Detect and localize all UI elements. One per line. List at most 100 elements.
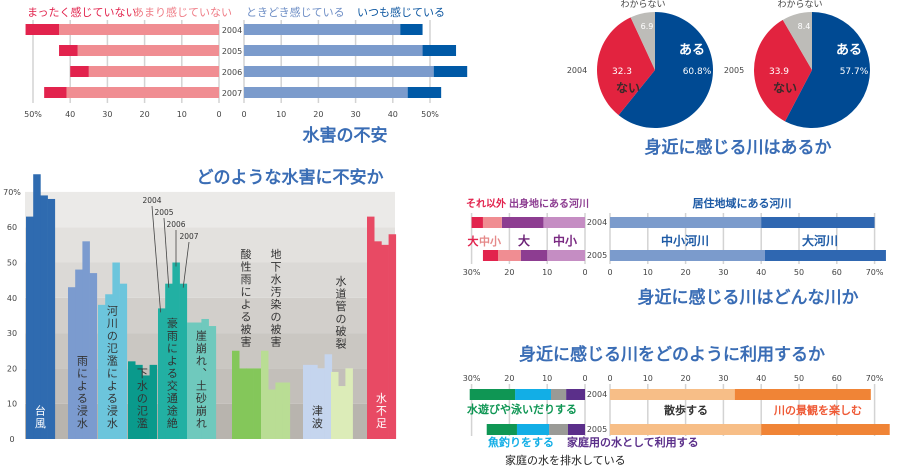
bar (303, 364, 311, 439)
segment-label: 中小 (479, 234, 501, 248)
slice-name: ない (773, 81, 797, 95)
bar (388, 234, 397, 439)
year-label: 2004 (587, 390, 607, 399)
y-tick-label: 0 (9, 435, 14, 444)
slice-value: 57.7% (840, 67, 869, 77)
x-tick-label: 0 (607, 268, 612, 277)
bar (149, 364, 158, 439)
bar-not-at-all (44, 87, 67, 98)
group-label-other: それ以外 (466, 197, 506, 210)
group-label-residential: 居住地域にある河川 (693, 196, 792, 210)
category-label: 下水の氾濫 (137, 367, 148, 430)
x-tick-label: 20 (504, 374, 514, 383)
x-tick-label: 40 (756, 268, 766, 277)
x-tick-label: 10 (276, 110, 286, 119)
nearby-river-title: 身近に感じる川はあるか (645, 137, 832, 158)
bar-segment (486, 424, 517, 435)
bar (345, 368, 353, 439)
bar (374, 241, 382, 439)
year-annotation: 2005 (154, 208, 173, 217)
bar (75, 269, 83, 439)
pie-2005: ある 57.7% 33.9 ない 8.4 わからない 2005 (724, 0, 870, 128)
bar-not-at-all (59, 45, 78, 56)
pie-slice (597, 17, 655, 116)
bar-group-5 (187, 318, 217, 439)
year-annotation: 2004 (142, 196, 161, 205)
y-tick-label: 50 (7, 259, 17, 268)
category-label-text: 水不足 (376, 392, 387, 430)
legend-not-much: あまり感じていない (133, 6, 232, 19)
bar-segment (516, 424, 550, 435)
bar-segment (549, 424, 568, 435)
series-label: 水遊びや泳いだりする (467, 402, 577, 416)
x-tick-label: 30 (102, 110, 112, 119)
x-tick-label: 20 (681, 374, 691, 383)
annotation-leader (182, 241, 190, 288)
legend-always: いつも感じている (357, 6, 445, 19)
flood-types-title: どのような水害に不安か (197, 167, 384, 188)
bar (47, 198, 56, 439)
bar (338, 386, 346, 439)
group-label-hometown: 出身地にある河川 (509, 197, 589, 210)
x-tick-label: 10 (542, 268, 552, 277)
bar-group-2 (98, 262, 128, 439)
x-tick-label: 70% (866, 268, 884, 277)
bar (194, 322, 202, 439)
segment-label: 大 (518, 233, 530, 248)
category-label-text: 台風 (35, 404, 46, 431)
bar (98, 304, 106, 439)
bar-segment (482, 217, 502, 228)
year-label: 2005 (587, 425, 607, 434)
slice-name: ある (679, 43, 705, 58)
x-tick-label: 60 (832, 268, 842, 277)
x-tick-label: 20 (681, 268, 691, 277)
bar (128, 361, 136, 439)
bar (112, 262, 120, 439)
category-label: 水道管の破裂 (336, 275, 347, 351)
year-label: 2007 (222, 89, 242, 98)
bar-segment (515, 389, 551, 400)
nearby-river-pie-charts: ある 60.8% 32.3 ない 6.9 わからない 2004 ある 57.7% 33.9 ない 8.… (567, 0, 870, 158)
legend-sometimes: ときどき感じている (246, 6, 345, 19)
bar (89, 273, 98, 439)
bar (82, 241, 90, 439)
category-label: 河川の氾濫による浸水 (107, 305, 118, 431)
year-label: 2005 (222, 47, 242, 56)
category-label: 水不足 (376, 392, 387, 430)
bar-segment (761, 424, 890, 435)
x-tick-label: 20 (313, 110, 323, 119)
pie-slice (630, 12, 655, 70)
bar (165, 283, 173, 439)
bar-not-at-all (70, 66, 89, 77)
flood-anxiety-chart: まったく感じていない あまり感じていない ときどき感じている いつも感じている … (24, 6, 468, 146)
flood-anxiety-title: 水害の不安 (303, 125, 388, 146)
pie-slice (782, 12, 812, 70)
bar (158, 308, 166, 439)
bar-segment (482, 250, 499, 261)
category-label: 台風 (35, 404, 46, 431)
bar-group-6 (232, 350, 262, 439)
bar (381, 244, 389, 439)
category-label: 崖崩れ︑土砂崩れ (196, 330, 207, 431)
y-tick-label: 30 (7, 329, 17, 338)
x-tick-label: 50% (24, 110, 42, 119)
bar (201, 318, 209, 439)
bar (331, 371, 339, 439)
bar-group-4 (158, 262, 188, 439)
bar-not-much (77, 45, 219, 56)
legend-not-at-all: まったく感じていない (27, 6, 137, 19)
category-label: 津波 (312, 405, 323, 431)
series-label: 川の景観を楽しむ (773, 403, 862, 417)
bar (135, 364, 143, 439)
bar-sometimes (244, 24, 401, 35)
segment-label: 大河川 (802, 233, 838, 248)
x-tick-label: 10 (177, 110, 187, 119)
category-label: 豪雨による交通途絶 (167, 316, 178, 430)
year-label: 2004 (587, 218, 607, 227)
bar-group-9 (331, 368, 353, 439)
annotation-leader (163, 217, 170, 288)
x-tick-label: 10 (643, 268, 653, 277)
x-tick-label: 10 (542, 374, 552, 383)
